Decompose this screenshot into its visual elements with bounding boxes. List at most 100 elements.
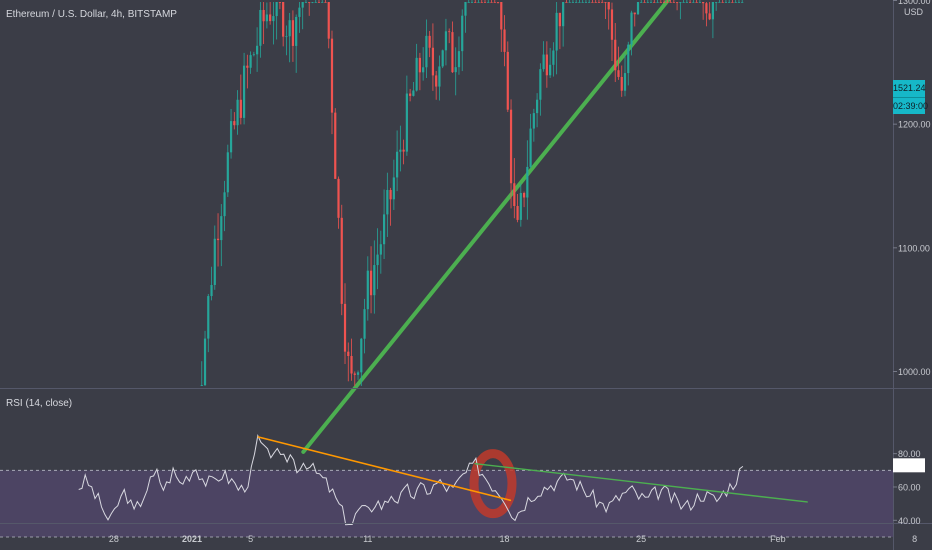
candle-body — [259, 9, 262, 46]
candle-body — [317, 2, 321, 3]
candle-body — [327, 2, 330, 39]
candle-body — [278, 2, 282, 3]
current-price-value: 1521.24 — [893, 83, 926, 93]
candle-body — [715, 2, 718, 3]
candle-body — [659, 2, 662, 3]
candle-body — [636, 2, 640, 15]
candle-body — [213, 238, 216, 285]
candle-body — [363, 309, 366, 339]
candle-body — [330, 38, 334, 113]
candle-body — [207, 296, 210, 339]
time-tick-label: 2021 — [182, 534, 202, 544]
candle-body — [334, 112, 337, 179]
rsi-line — [78, 433, 744, 526]
candle-body — [285, 36, 288, 38]
candle-body — [571, 2, 575, 3]
candle-body — [591, 2, 594, 3]
candle-body — [689, 2, 692, 3]
candle-body — [242, 65, 246, 118]
candle-body — [617, 70, 620, 77]
price-tick-label: 1200.00 — [898, 120, 931, 130]
candle-body — [295, 16, 298, 46]
candle-body — [399, 149, 402, 152]
candle-body — [718, 2, 721, 3]
candle-body — [705, 3, 708, 14]
candle-body — [549, 64, 552, 76]
candle-body — [623, 73, 627, 91]
candle-body — [223, 192, 226, 217]
candle-body — [526, 166, 529, 198]
candle-body — [382, 214, 386, 245]
candle-body — [343, 303, 347, 352]
chart-title: Ethereum / U.S. Dollar, 4h, BITSTAMP — [6, 9, 177, 20]
candle-body — [438, 66, 441, 87]
candle-body — [516, 206, 519, 220]
time-tick-label: 8 — [912, 534, 917, 544]
candle-body — [558, 12, 561, 27]
candle-body — [220, 216, 223, 241]
candle-body — [321, 2, 324, 3]
candle-body — [291, 20, 295, 46]
candle-body — [597, 2, 601, 3]
candle-body — [324, 2, 327, 3]
candle-body — [474, 2, 477, 3]
candle-body — [301, 2, 304, 8]
candle-body — [640, 2, 643, 3]
candle-body — [708, 13, 711, 20]
candle-body — [288, 20, 291, 37]
time-tick-label: 25 — [636, 534, 646, 544]
candle-body — [734, 2, 737, 3]
candle-body — [601, 2, 604, 3]
candle-body — [682, 2, 685, 3]
candle-body — [412, 90, 415, 96]
price-tick-label: 1300.00 — [898, 0, 931, 6]
candle-body — [721, 2, 724, 3]
candle-body — [386, 189, 389, 215]
candle-body — [392, 177, 395, 200]
candle-body — [542, 54, 545, 70]
time-tick-label: Feb — [770, 534, 786, 544]
candle-body — [246, 65, 249, 68]
candle-body — [409, 93, 412, 96]
rsi-highlight-ellipse — [469, 449, 517, 519]
rsi-band-fill — [0, 470, 893, 537]
candle-body — [702, 2, 705, 4]
candle-body — [483, 2, 487, 3]
candle-body — [405, 93, 408, 152]
candle-body — [269, 14, 272, 22]
candle-body — [737, 2, 741, 3]
currency-label: USD — [904, 7, 924, 17]
candle-body — [265, 14, 268, 22]
candle-body — [646, 2, 649, 3]
candle-body — [584, 2, 588, 3]
candle-body — [731, 2, 734, 3]
candle-body — [506, 51, 509, 110]
rsi-title: RSI (14, close) — [6, 398, 73, 409]
candle-body — [614, 39, 617, 71]
candle-body — [464, 2, 467, 16]
candle-body — [366, 270, 369, 310]
candle-body — [662, 2, 666, 3]
candle-body — [347, 351, 350, 357]
candle-body — [444, 31, 448, 51]
candle-body — [415, 57, 418, 91]
candle-body — [633, 12, 636, 15]
channel-lines — [301, 0, 671, 454]
candle-body — [545, 54, 548, 76]
time-tick-label: 5 — [248, 534, 253, 544]
candle-body — [552, 50, 555, 65]
candle-body — [262, 9, 265, 22]
rsi-tick-label: 80.00 — [898, 449, 921, 459]
candle-body — [666, 2, 669, 3]
candle-body — [229, 121, 233, 153]
candle-countdown: 02:39:00 — [893, 97, 928, 115]
candle-body — [356, 372, 360, 375]
candle-body — [490, 2, 493, 3]
candle-body — [630, 12, 633, 45]
candle-body — [376, 254, 379, 266]
candle-body — [314, 2, 317, 3]
rsi-series — [78, 433, 808, 526]
candle-body — [711, 2, 715, 20]
